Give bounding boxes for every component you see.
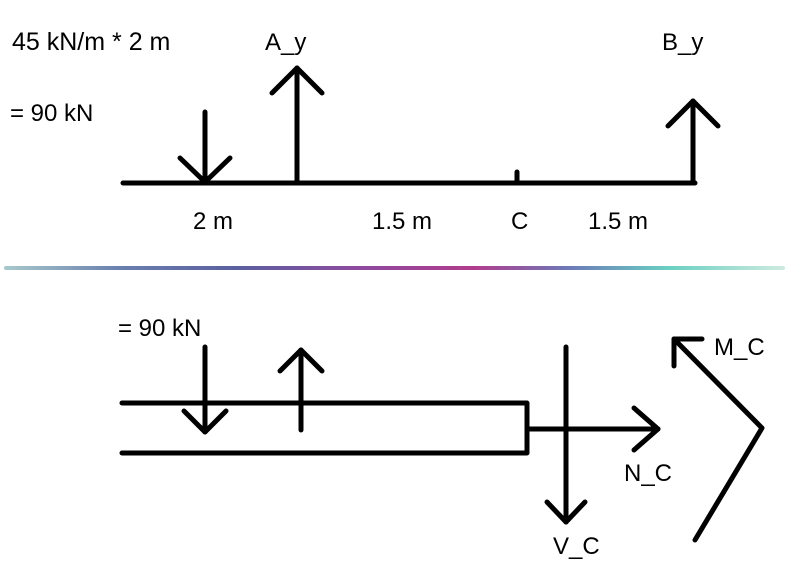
load-expression-label: 45 kN/m * 2 m [12,28,170,56]
bottom-fbd: = 90 kN N_C V_C M_C [118,315,765,560]
normal-force-label: N_C [624,460,672,487]
section-divider [4,266,785,270]
load-result-label: = 90 kN [10,100,93,127]
reaction-a-label: A_y [265,29,306,56]
bottom-reaction-a-arrow [277,347,325,433]
reaction-a-arrow [269,65,325,186]
bottom-resultant-arrow [181,344,229,435]
resultant-load-arrow [177,109,233,185]
dimension-2m-label: 2 m [193,208,233,235]
dimension-1-5m-label-left: 1.5 m [372,208,432,235]
moment-arrow [671,336,765,543]
moment-label: M_C [714,334,765,361]
dimension-1-5m-label-right: 1.5 m [588,208,648,235]
shear-force-label: V_C [553,533,600,560]
reaction-b-arrow [665,98,721,186]
reaction-b-label: B_y [662,29,703,56]
shear-force-arrow [544,344,588,525]
top-fbd: 45 kN/m * 2 m = 90 kN A_y B_y 2 m 1.5 m … [10,28,721,235]
point-c-label: C [511,208,528,235]
normal-force-arrow [526,405,661,453]
bottom-load-result-label: = 90 kN [118,315,201,342]
